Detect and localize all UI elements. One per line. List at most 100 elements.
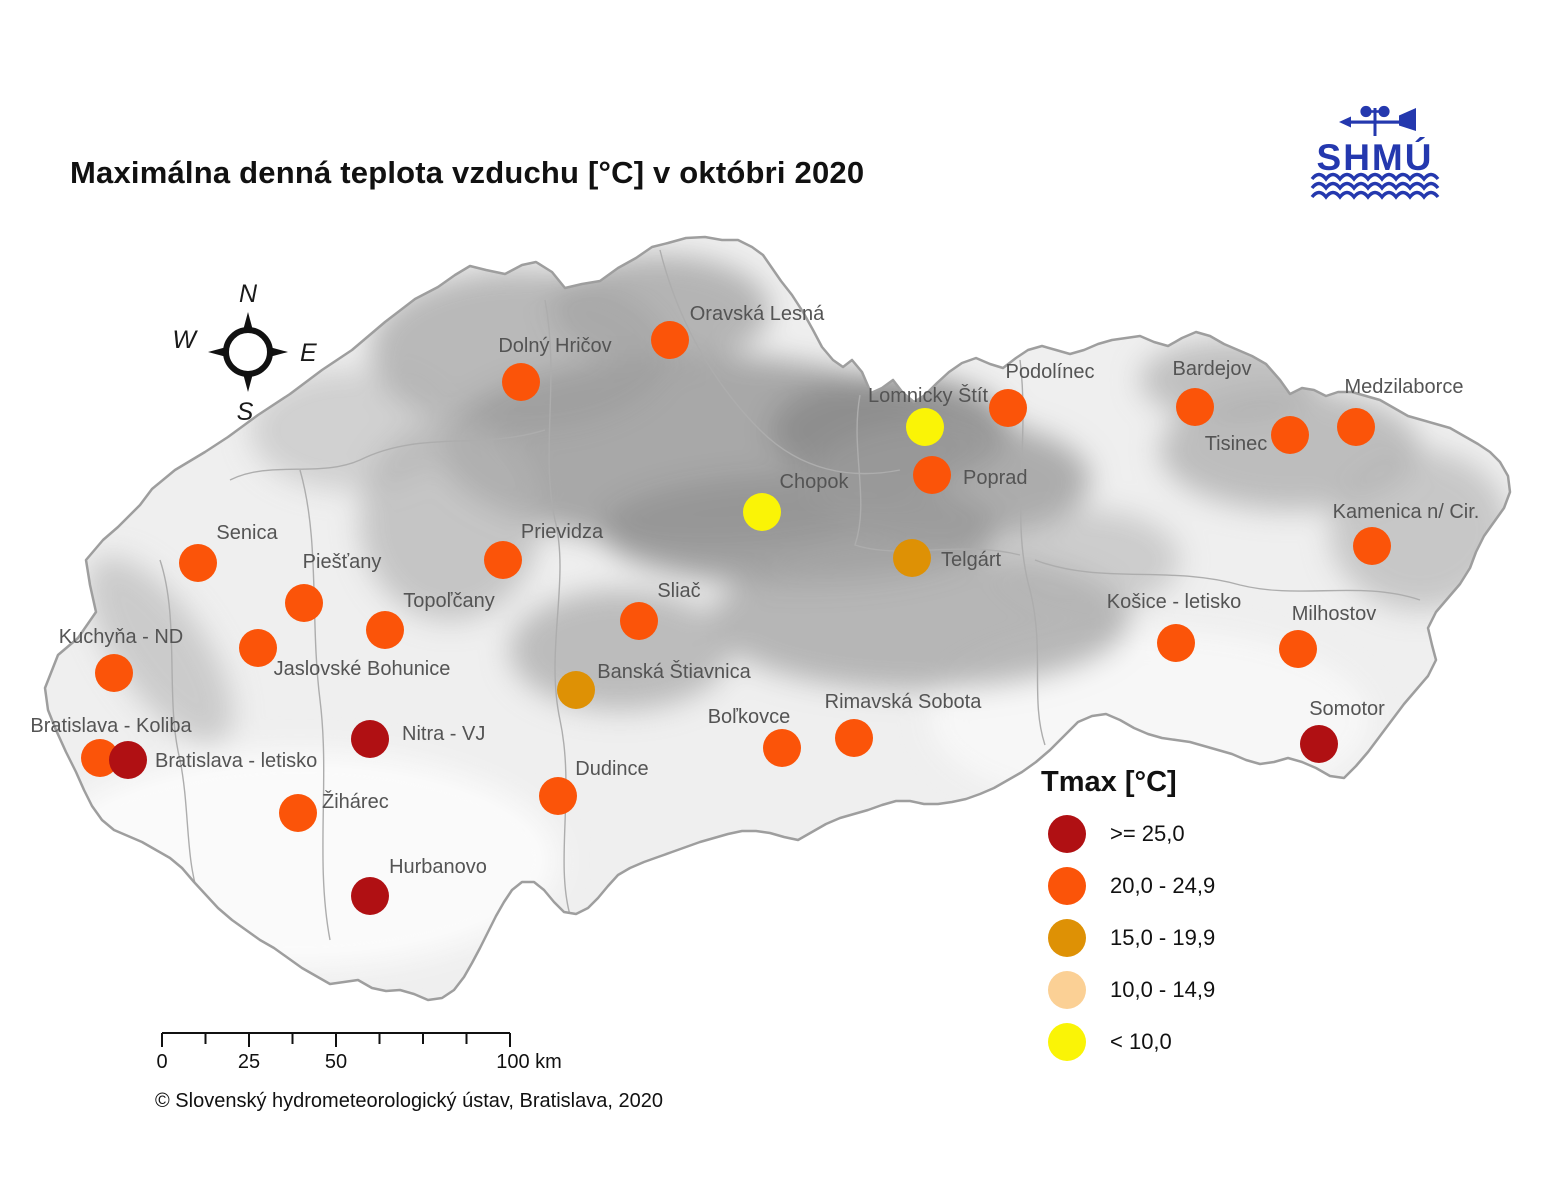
station-dot — [351, 720, 389, 758]
station-dot — [651, 321, 689, 359]
legend-row: >= 25,0 — [1041, 815, 1361, 853]
station-dot — [109, 741, 147, 779]
station-label: Piešťany — [303, 551, 382, 573]
station-dot — [179, 544, 217, 582]
station-label: Boľkovce — [708, 706, 791, 728]
station-label: Dudince — [575, 758, 648, 780]
station-label: Žihárec — [322, 790, 389, 813]
station-dot — [763, 729, 801, 767]
station-dot — [620, 602, 658, 640]
compass-s: S — [237, 398, 254, 426]
station-label: Bratislava - Koliba — [30, 715, 192, 737]
station-dot — [351, 877, 389, 915]
legend-label: < 10,0 — [1110, 1029, 1172, 1054]
station-dot — [484, 541, 522, 579]
station-label: Banská Štiavnica — [597, 660, 751, 683]
legend-label: 20,0 - 24,9 — [1110, 873, 1216, 898]
station-label: Oravská Lesná — [690, 303, 825, 325]
page-title: Maximálna denná teplota vzduchu [°C] v o… — [70, 155, 865, 190]
station-dot — [893, 539, 931, 577]
station-label: Kuchyňa - ND — [59, 626, 184, 648]
station-label: Jaslovské Bohunice — [274, 658, 451, 680]
station-dot — [906, 408, 944, 446]
station-label: Lomnicky Štít — [868, 384, 988, 407]
station-dot — [989, 389, 1027, 427]
shmu-logo-text: SHMÚ — [1317, 136, 1434, 178]
copyright: © Slovenský hydrometeorologický ústav, B… — [155, 1090, 663, 1112]
station-dot — [1157, 624, 1195, 662]
compass-e: E — [300, 339, 317, 367]
station-label: Milhostov — [1292, 603, 1376, 625]
station-dot — [539, 777, 577, 815]
station-label: Chopok — [780, 471, 850, 493]
station-label: Dolný Hričov — [498, 335, 611, 357]
legend-row: < 10,0 — [1041, 1023, 1361, 1061]
terrain-shading — [45, 255, 1510, 970]
scale-bar: 0 25 50 100 km — [156, 1032, 562, 1073]
station-dot — [1353, 527, 1391, 565]
station-label: Podolínec — [1006, 361, 1095, 383]
station-label: Kamenica n/ Cir. — [1333, 501, 1480, 523]
station-dot — [95, 654, 133, 692]
compass-w: W — [172, 326, 198, 354]
weathervane-icon — [1339, 105, 1416, 136]
shmu-logo-graphic: SHMÚ — [1310, 105, 1440, 200]
station-label: Senica — [216, 522, 278, 544]
station-dot — [1300, 725, 1338, 763]
legend-swatch-icon — [1048, 971, 1086, 1009]
compass-rose: N E S W — [172, 280, 317, 426]
station-label: Sliač — [657, 580, 700, 602]
legend-row: 20,0 - 24,9 — [1041, 867, 1361, 905]
station-dot — [279, 794, 317, 832]
scale-label-25: 25 — [238, 1051, 260, 1073]
legend-label: 15,0 - 19,9 — [1110, 925, 1216, 950]
compass-n: N — [239, 280, 258, 308]
station-label: Hurbanovo — [389, 856, 487, 878]
station-label: Rimavská Sobota — [825, 691, 983, 713]
legend-swatch-icon — [1048, 1023, 1086, 1061]
waves-icon — [1310, 172, 1440, 200]
station-label: Somotor — [1309, 698, 1385, 720]
stations-layer: Dolný Hričov Oravská Lesná Lomnicky Štít Po… — [30, 303, 1479, 915]
compass-circle — [223, 327, 273, 377]
region-borders — [159, 249, 1421, 941]
station-dot — [1279, 630, 1317, 668]
station-dot — [913, 456, 951, 494]
station-dot — [239, 629, 277, 667]
legend-swatch-icon — [1048, 919, 1086, 957]
station-label: Tisinec — [1205, 433, 1268, 455]
station-dot — [502, 363, 540, 401]
station-dot — [81, 739, 119, 777]
station-dot — [1176, 388, 1214, 426]
legend-title: Tmax [°C] — [1041, 766, 1177, 798]
station-dot — [1337, 408, 1375, 446]
scale-label-100km: 100 km — [496, 1051, 562, 1073]
legend-label: 10,0 - 14,9 — [1110, 977, 1216, 1002]
station-dot — [743, 493, 781, 531]
shmu-logo: SHMÚ — [1295, 100, 1455, 200]
station-dot — [1271, 416, 1309, 454]
station-label: Topoľčany — [403, 590, 494, 612]
station-dot — [366, 611, 404, 649]
station-dot — [835, 719, 873, 757]
station-label: Medzilaborce — [1345, 376, 1464, 398]
legend-swatch-icon — [1048, 815, 1086, 853]
station-label: Bratislava - letisko — [155, 750, 317, 772]
station-label: Poprad — [963, 467, 1028, 489]
station-label: Bardejov — [1173, 358, 1252, 380]
scale-label-50: 50 — [325, 1051, 347, 1073]
legend-items: >= 25,0 20,0 - 24,9 15,0 - 19,9 10,0 - 14,9… — [1041, 815, 1361, 1061]
legend-row: 10,0 - 14,9 — [1041, 971, 1361, 1009]
station-dot — [557, 671, 595, 709]
scale-label-0: 0 — [156, 1051, 167, 1073]
station-label: Prievidza — [521, 521, 604, 543]
legend-label: >= 25,0 — [1110, 821, 1185, 846]
station-label: Košice - letisko — [1107, 591, 1242, 613]
station-label: Nitra - VJ — [402, 723, 485, 745]
legend-row: 15,0 - 19,9 — [1041, 919, 1361, 957]
legend-swatch-icon — [1048, 867, 1086, 905]
station-label: Telgárt — [941, 549, 1001, 571]
station-dot — [285, 584, 323, 622]
legend: Tmax [°C] >= 25,0 20,0 - 24,9 15,0 - 19,9 1… — [1041, 766, 1361, 1075]
